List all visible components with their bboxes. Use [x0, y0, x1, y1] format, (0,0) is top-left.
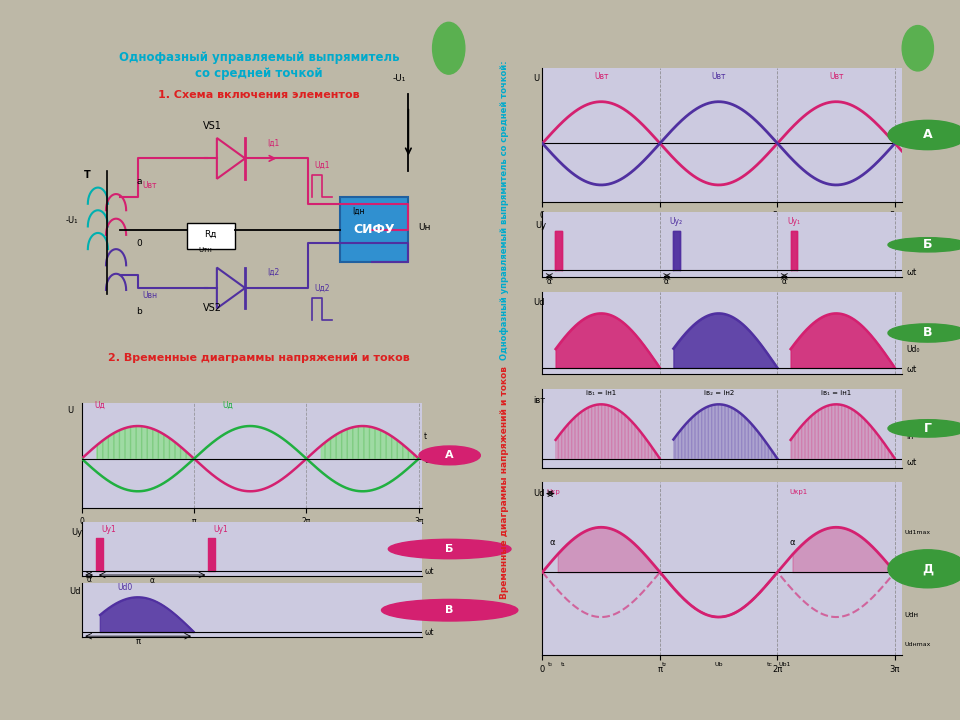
- Text: -U₁: -U₁: [65, 216, 78, 225]
- Text: Uвт: Uвт: [594, 72, 609, 81]
- Circle shape: [888, 238, 960, 252]
- Text: T: T: [84, 170, 90, 180]
- Text: Uкр: Uкр: [546, 489, 560, 495]
- Text: Uу1: Uу1: [101, 525, 116, 534]
- FancyBboxPatch shape: [340, 197, 408, 262]
- Text: Uу₁: Uу₁: [787, 217, 801, 226]
- Text: VS1: VS1: [203, 121, 222, 131]
- Circle shape: [388, 539, 511, 559]
- Text: a: a: [136, 177, 142, 186]
- Text: Uд: Uд: [223, 401, 233, 410]
- Text: Г: Г: [924, 422, 931, 435]
- Text: U: U: [67, 406, 73, 415]
- Circle shape: [381, 599, 517, 621]
- Text: 0: 0: [136, 239, 142, 248]
- Text: tc: tc: [767, 662, 773, 667]
- Text: ωt: ωt: [906, 269, 917, 277]
- Text: Udнmax: Udнmax: [904, 642, 930, 647]
- Circle shape: [888, 120, 960, 150]
- Text: iв₂ = iн2: iв₂ = iн2: [704, 390, 733, 396]
- Text: Uу: Uу: [71, 528, 82, 537]
- Text: α: α: [86, 575, 91, 585]
- Text: А: А: [923, 128, 932, 142]
- Text: α: α: [781, 276, 786, 286]
- Text: π: π: [135, 636, 140, 646]
- Circle shape: [433, 22, 465, 74]
- Text: α: α: [150, 576, 155, 585]
- Text: В: В: [445, 606, 454, 615]
- Text: Uвт: Uвт: [142, 181, 156, 189]
- Text: Б: Б: [923, 238, 932, 251]
- Circle shape: [419, 446, 480, 465]
- Text: t₁: t₁: [561, 662, 565, 667]
- Text: Временные диаграммы напряжений и токов: Временные диаграммы напряжений и токов: [500, 366, 510, 599]
- Text: А: А: [445, 451, 454, 460]
- Text: Uд2: Uд2: [314, 284, 329, 293]
- Text: ωt: ωt: [906, 365, 917, 374]
- Text: ωt: ωt: [424, 456, 434, 464]
- Text: Rд: Rд: [204, 230, 217, 239]
- Text: Iд2: Iд2: [267, 268, 279, 277]
- Text: Ub1: Ub1: [779, 662, 791, 667]
- Text: Uу: Uу: [535, 220, 546, 230]
- Text: VS2: VS2: [203, 302, 222, 312]
- Text: t: t: [424, 432, 427, 441]
- Text: Д: Д: [922, 562, 933, 575]
- Text: Uтн: Uтн: [199, 248, 212, 253]
- FancyBboxPatch shape: [186, 223, 235, 249]
- Text: Ud0: Ud0: [117, 583, 132, 592]
- Text: Б: Б: [445, 544, 454, 554]
- Text: Ud: Ud: [533, 489, 544, 498]
- Text: Однофазный управляемый выпрямитель со средней точкой:: Однофазный управляемый выпрямитель со ср…: [500, 60, 510, 360]
- Circle shape: [888, 420, 960, 437]
- Text: Udн: Udн: [904, 612, 919, 618]
- Text: Uвн: Uвн: [142, 291, 157, 300]
- Text: α: α: [546, 276, 551, 286]
- Text: СИФУ: СИФУ: [353, 223, 395, 236]
- Text: Ud: Ud: [533, 298, 544, 307]
- Circle shape: [888, 324, 960, 342]
- Text: Iдн: Iдн: [352, 207, 365, 215]
- Text: t₀: t₀: [547, 662, 552, 667]
- Text: Однофазный управляемый выпрямитель
со средней точкой: Однофазный управляемый выпрямитель со ср…: [119, 52, 399, 81]
- Text: Uкр1: Uкр1: [789, 489, 807, 495]
- Text: α: α: [789, 539, 795, 547]
- Circle shape: [902, 26, 933, 71]
- Text: iвт: iвт: [533, 396, 545, 405]
- Text: ωt: ωt: [424, 629, 434, 637]
- Text: Uу₂: Uу₂: [670, 217, 683, 226]
- Text: t₂: t₂: [661, 662, 667, 667]
- Text: α: α: [664, 276, 669, 286]
- Text: U: U: [533, 74, 540, 83]
- Circle shape: [888, 550, 960, 588]
- Text: Uн: Uн: [419, 222, 431, 232]
- Text: Uу1: Uу1: [214, 525, 228, 534]
- Text: α: α: [549, 539, 555, 547]
- Text: iв₁ = iн1: iв₁ = iн1: [821, 390, 852, 396]
- Text: Ud: Ud: [69, 587, 81, 595]
- Text: iн: iн: [906, 432, 914, 441]
- Text: Uвт: Uвт: [828, 72, 844, 81]
- Text: Uвт: Uвт: [711, 72, 726, 81]
- Text: Ub: Ub: [714, 662, 723, 667]
- Text: Iд1: Iд1: [267, 138, 279, 148]
- Text: Uд1: Uд1: [314, 161, 329, 170]
- Text: ωt: ωt: [906, 458, 917, 467]
- Text: 1. Схема включения элементов: 1. Схема включения элементов: [158, 90, 360, 100]
- Text: ωt: ωt: [906, 140, 917, 150]
- Text: ωt: ωt: [424, 567, 434, 577]
- Text: iв₁ = iн1: iв₁ = iн1: [586, 390, 616, 396]
- Text: ωt: ωt: [906, 570, 917, 579]
- Text: -U₁: -U₁: [393, 73, 406, 83]
- Text: Uд: Uд: [94, 401, 105, 410]
- Text: Ud1max: Ud1max: [904, 530, 930, 535]
- Text: 2. Временные диаграммы напряжений и токов: 2. Временные диаграммы напряжений и токо…: [108, 353, 410, 363]
- Text: Ud₀: Ud₀: [906, 345, 920, 354]
- Text: В: В: [923, 326, 932, 340]
- Text: b: b: [136, 307, 142, 316]
